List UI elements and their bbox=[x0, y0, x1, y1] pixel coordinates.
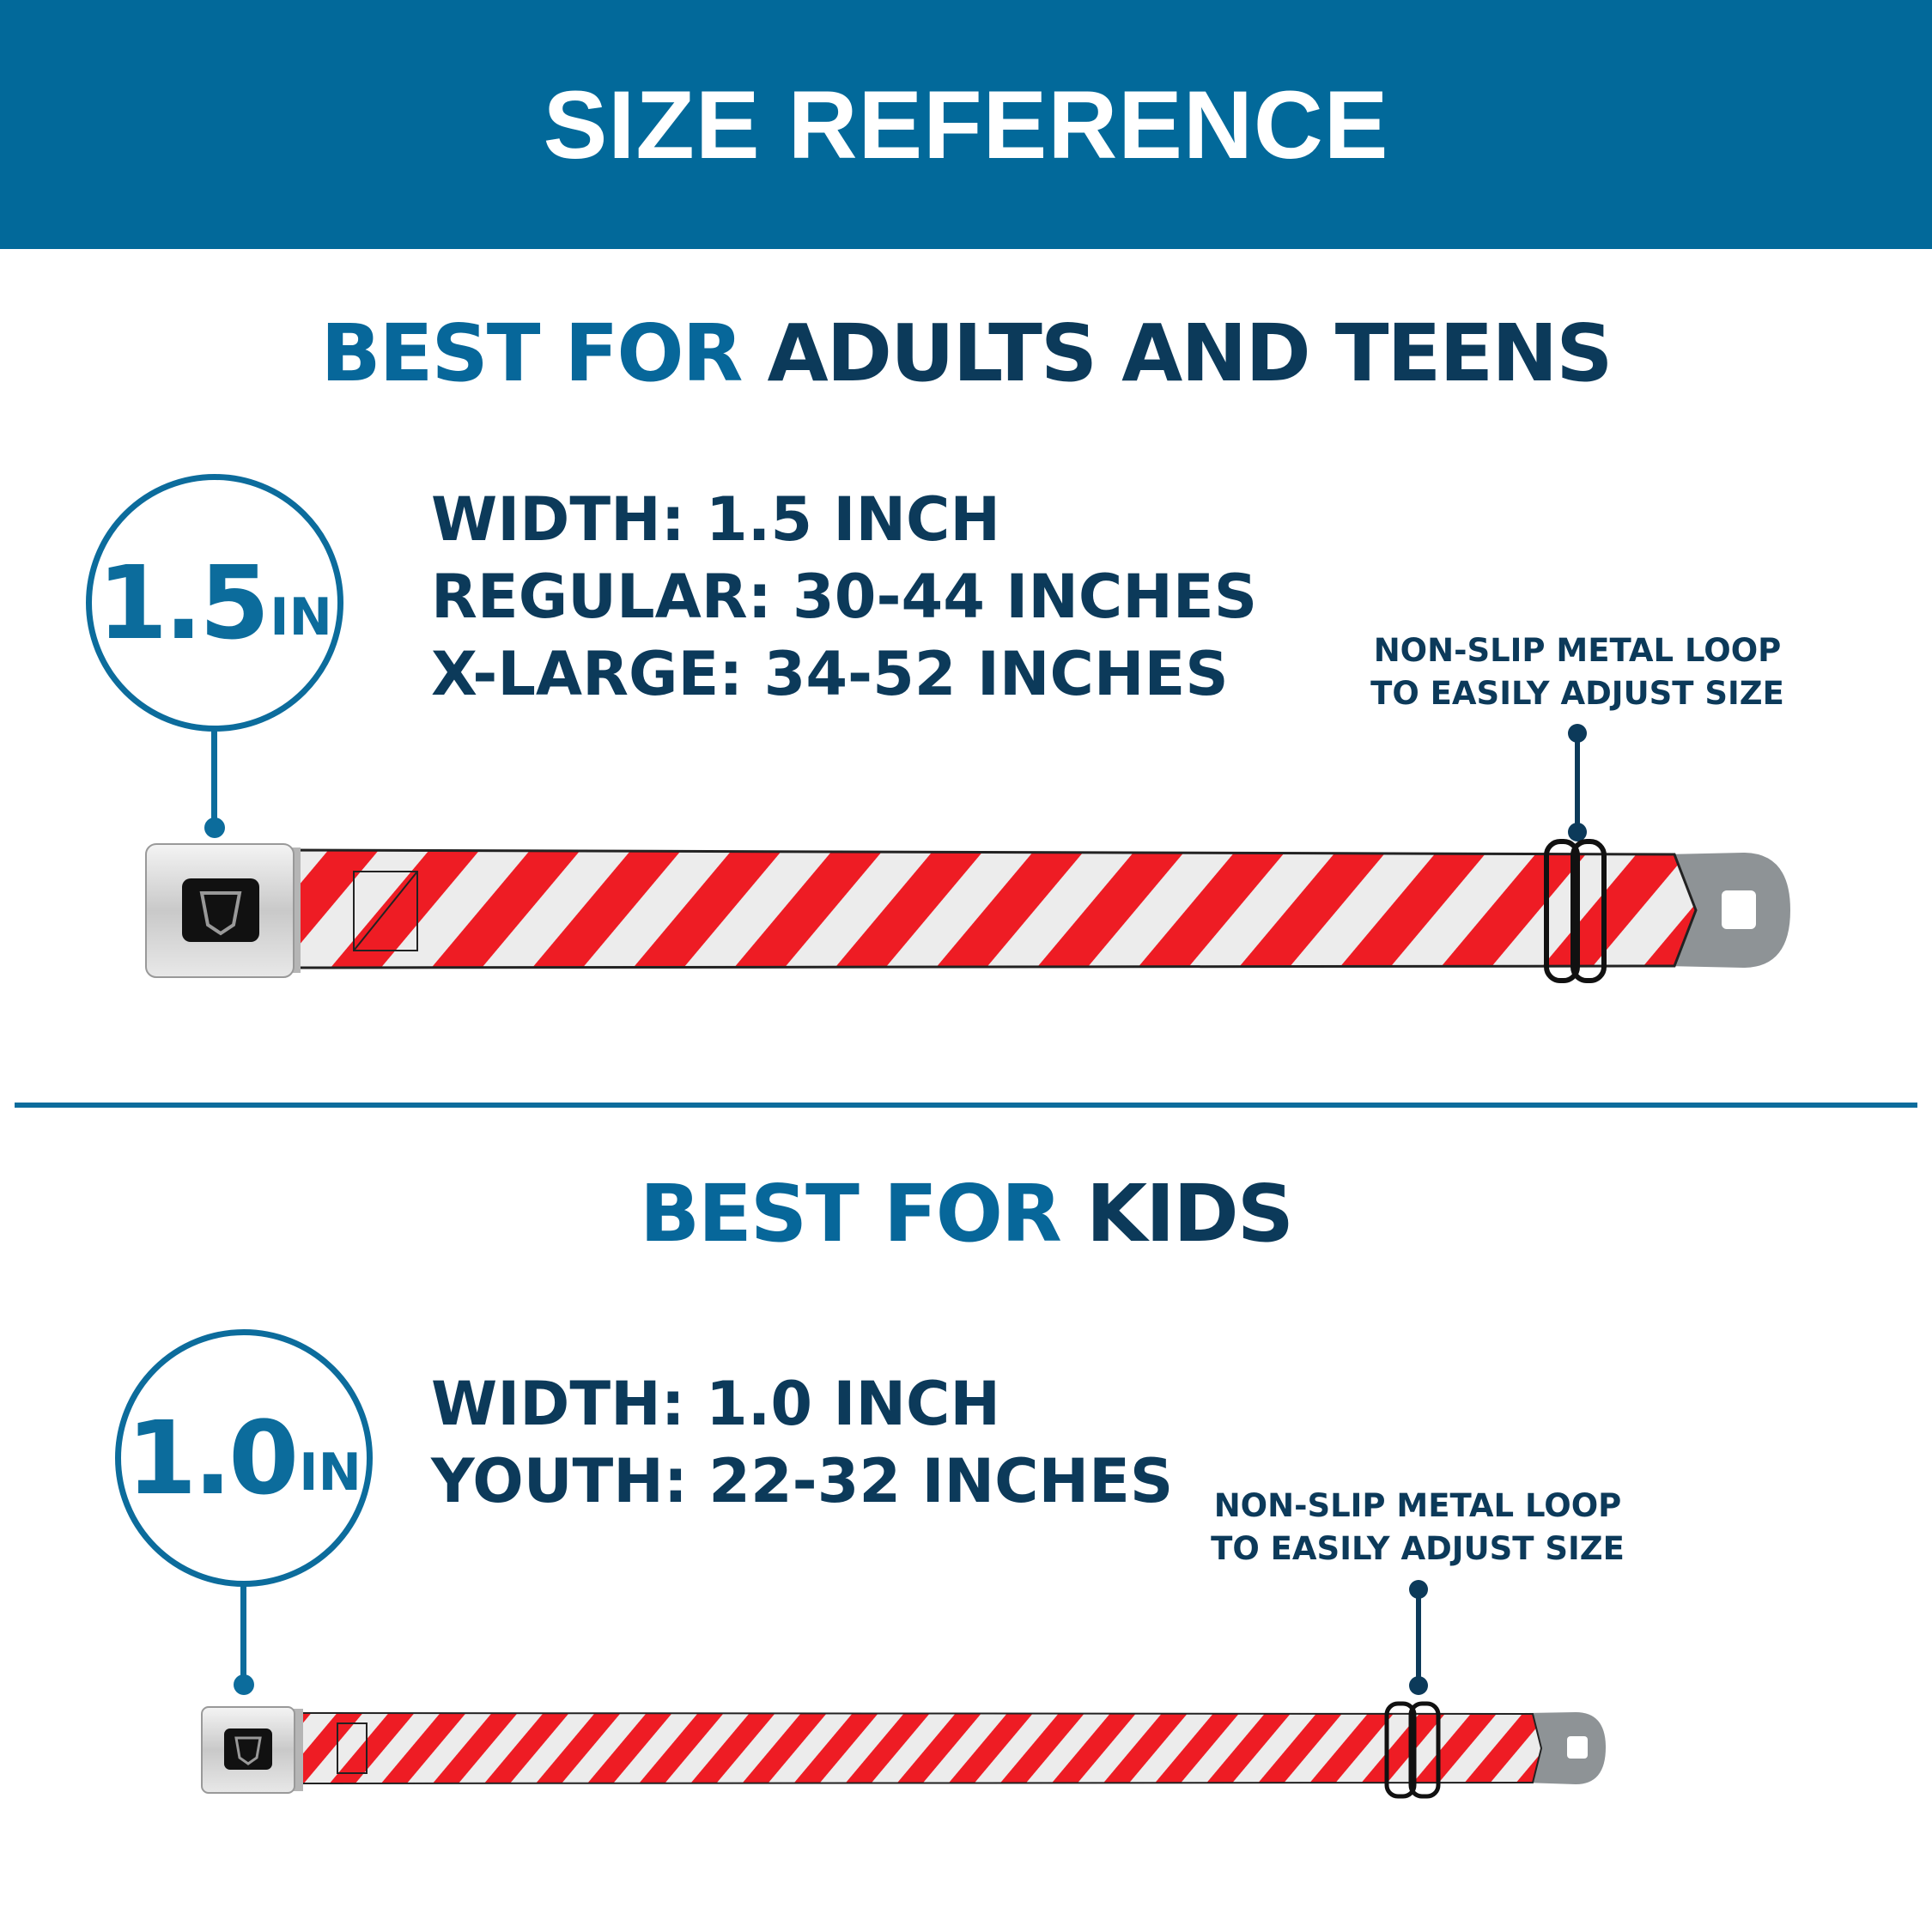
section-heading-kids: BEST FOR KIDS bbox=[0, 1168, 1932, 1260]
stitch-box bbox=[353, 871, 418, 951]
spec-line: WIDTH: 1.0 INCH bbox=[431, 1369, 1001, 1439]
belt-tongue bbox=[1524, 1712, 1606, 1784]
badge-connector-dot bbox=[234, 1674, 254, 1695]
loop-note-kids: NON-SLIP METAL LOOP TO EASILY ADJUST SIZ… bbox=[1203, 1485, 1632, 1571]
spec-line: X-LARGE: 34-52 INCHES bbox=[431, 639, 1229, 709]
note-connector-dot bbox=[1409, 1676, 1428, 1695]
note-line: TO EASILY ADJUST SIZE bbox=[1370, 675, 1784, 712]
belt-strap bbox=[279, 848, 1698, 969]
metal-loop bbox=[1408, 1701, 1441, 1799]
note-line: NON-SLIP METAL LOOP bbox=[1213, 1487, 1622, 1524]
heading-highlight: BEST FOR bbox=[639, 1168, 1062, 1260]
logo-shield bbox=[199, 891, 242, 936]
tongue-slot bbox=[1567, 1736, 1588, 1759]
specs-kids: WIDTH: 1.0 INCH YOUTH: 22-32 INCHES bbox=[431, 1365, 1173, 1520]
heading-highlight: BEST FOR bbox=[320, 307, 744, 399]
section-divider bbox=[15, 1103, 1917, 1108]
badge-connector-line bbox=[211, 730, 217, 826]
stitch-line bbox=[353, 871, 418, 951]
badge-unit: IN bbox=[270, 587, 332, 647]
spec-line: YOUTH: 22-32 INCHES bbox=[431, 1446, 1174, 1516]
spec-line: WIDTH: 1.5 INCH bbox=[431, 484, 1001, 555]
metal-loop bbox=[1571, 839, 1607, 983]
tongue-slot bbox=[1722, 890, 1756, 929]
badge-connector-dot bbox=[204, 817, 225, 838]
belt-adults bbox=[145, 839, 1790, 983]
heading-rest: ADULTS AND TEENS bbox=[767, 307, 1613, 399]
note-connector-line bbox=[1416, 1589, 1421, 1683]
belt-strap bbox=[299, 1711, 1543, 1785]
header-banner: SIZE REFERENCE bbox=[0, 0, 1932, 249]
belt-kids bbox=[201, 1701, 1606, 1799]
page-title: SIZE REFERENCE bbox=[543, 70, 1389, 179]
section-heading-adults: BEST FOR ADULTS AND TEENS bbox=[0, 307, 1932, 399]
badge-unit: IN bbox=[299, 1443, 361, 1503]
metal-loop bbox=[1544, 839, 1580, 983]
stitch-box bbox=[337, 1722, 368, 1774]
note-line: TO EASILY ADJUST SIZE bbox=[1211, 1530, 1625, 1567]
loop-note-adults: NON-SLIP METAL LOOP TO EASILY ADJUST SIZ… bbox=[1363, 629, 1792, 715]
width-badge-adults: 1.5 IN bbox=[86, 474, 343, 732]
width-badge-kids: 1.0 IN bbox=[115, 1329, 373, 1587]
badge-connector-line bbox=[240, 1585, 246, 1681]
note-connector-line bbox=[1575, 733, 1580, 829]
badge-number: 1.0 bbox=[126, 1399, 299, 1517]
spec-line: REGULAR: 30-44 INCHES bbox=[431, 562, 1258, 632]
heading-rest: KIDS bbox=[1085, 1168, 1294, 1260]
note-connector-dot bbox=[1568, 823, 1587, 841]
logo-shield bbox=[234, 1736, 262, 1765]
note-line: NON-SLIP METAL LOOP bbox=[1373, 632, 1782, 669]
metal-loop bbox=[1384, 1701, 1417, 1799]
specs-adults: WIDTH: 1.5 INCH REGULAR: 30-44 INCHES X-… bbox=[431, 481, 1257, 713]
badge-number: 1.5 bbox=[97, 544, 270, 662]
